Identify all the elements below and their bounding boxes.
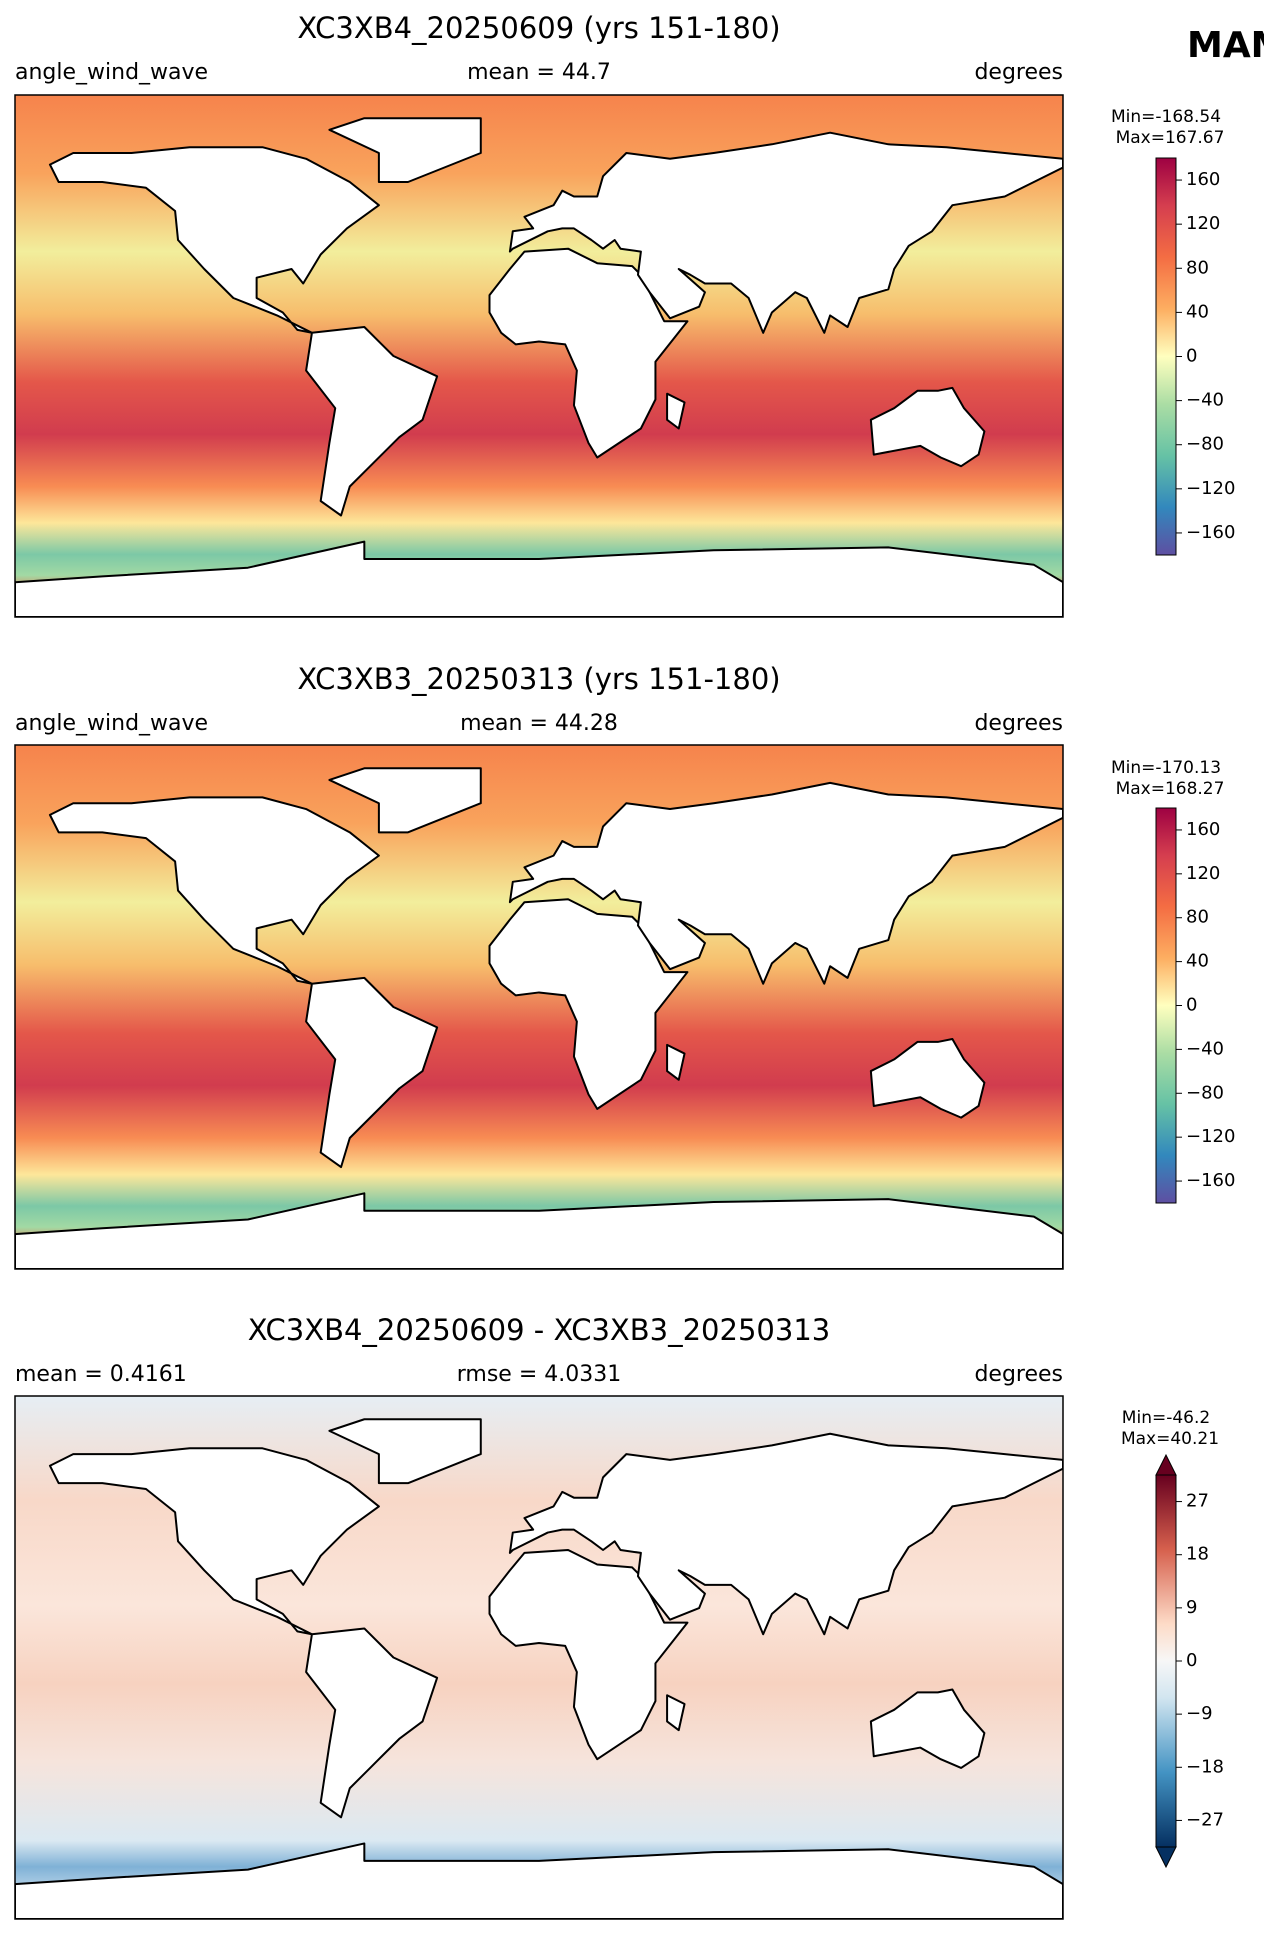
max-label: Max=40.21 [1121, 1429, 1219, 1449]
map [15, 745, 1063, 1269]
colorbar-tick-label: 80 [1186, 907, 1209, 928]
center-label: mean = 44.7 [467, 60, 611, 85]
colorbar-tick-label: 160 [1186, 819, 1220, 840]
colorbar [1155, 1474, 1177, 1848]
colorbar-extend-min [1155, 1846, 1177, 1869]
colorbar-tick-label: −80 [1186, 1082, 1224, 1103]
colorbar-tick-label: 0 [1186, 995, 1197, 1016]
colorbar [1155, 807, 1177, 1204]
colorbar-tick-label: −27 [1186, 1809, 1224, 1830]
colorbar-tick-label: −40 [1186, 1038, 1224, 1059]
panel-title: XC3XB3_20250313 (yrs 151-180) [297, 662, 780, 696]
min-label: Min=-170.13 [1111, 758, 1221, 778]
min-label: Min=-46.2 [1122, 1408, 1210, 1428]
colorbar-extend-max [1155, 1453, 1177, 1476]
map-frame [14, 94, 1064, 618]
colorbar-tick-label: 0 [1186, 1650, 1197, 1671]
max-label: Max=167.67 [1116, 128, 1225, 148]
left-label: angle_wind_wave [15, 711, 208, 736]
min-label: Min=-168.54 [1111, 107, 1221, 127]
map [15, 95, 1063, 617]
colorbar [1155, 157, 1177, 556]
colorbar-tick-label: 160 [1186, 169, 1220, 190]
colorbar-tick-label: −9 [1186, 1703, 1213, 1724]
max-label: Max=168.27 [1116, 779, 1225, 799]
colorbar-tick-label: 27 [1186, 1491, 1209, 1512]
colorbar-tick-label: −160 [1186, 522, 1235, 543]
colorbar-tick-label: −40 [1186, 390, 1224, 411]
left-label: angle_wind_wave [15, 60, 208, 85]
colorbar-tick-label: 0 [1186, 346, 1197, 367]
left-label: mean = 0.4161 [15, 1362, 187, 1387]
right-label: degrees [974, 711, 1063, 736]
panel-title: XC3XB4_20250609 - XC3XB3_20250313 [248, 1313, 830, 1347]
colorbar-tick-label: −80 [1186, 434, 1224, 455]
colorbar-tick-label: −120 [1186, 1126, 1235, 1147]
colorbar-tick-label: 120 [1186, 863, 1220, 884]
colorbar-tick-label: 18 [1186, 1544, 1209, 1565]
map [15, 1396, 1063, 1919]
center-label: mean = 44.28 [460, 711, 618, 736]
right-label: degrees [974, 1362, 1063, 1387]
colorbar-tick-label: 40 [1186, 951, 1209, 972]
right-label: degrees [974, 60, 1063, 85]
colorbar-tick-label: 80 [1186, 257, 1209, 278]
map-frame [14, 1395, 1064, 1920]
colorbar-tick-label: 40 [1186, 301, 1209, 322]
center-label: rmse = 4.0331 [457, 1362, 621, 1387]
colorbar-tick-label: 9 [1186, 1597, 1197, 1618]
map-frame [14, 744, 1064, 1270]
colorbar-tick-label: −18 [1186, 1756, 1224, 1777]
panel-title: XC3XB4_20250609 (yrs 151-180) [297, 11, 780, 45]
colorbar-tick-label: −120 [1186, 478, 1235, 499]
season-label: MAM [1187, 25, 1264, 66]
colorbar-tick-label: 120 [1186, 213, 1220, 234]
colorbar-tick-label: −160 [1186, 1170, 1235, 1191]
